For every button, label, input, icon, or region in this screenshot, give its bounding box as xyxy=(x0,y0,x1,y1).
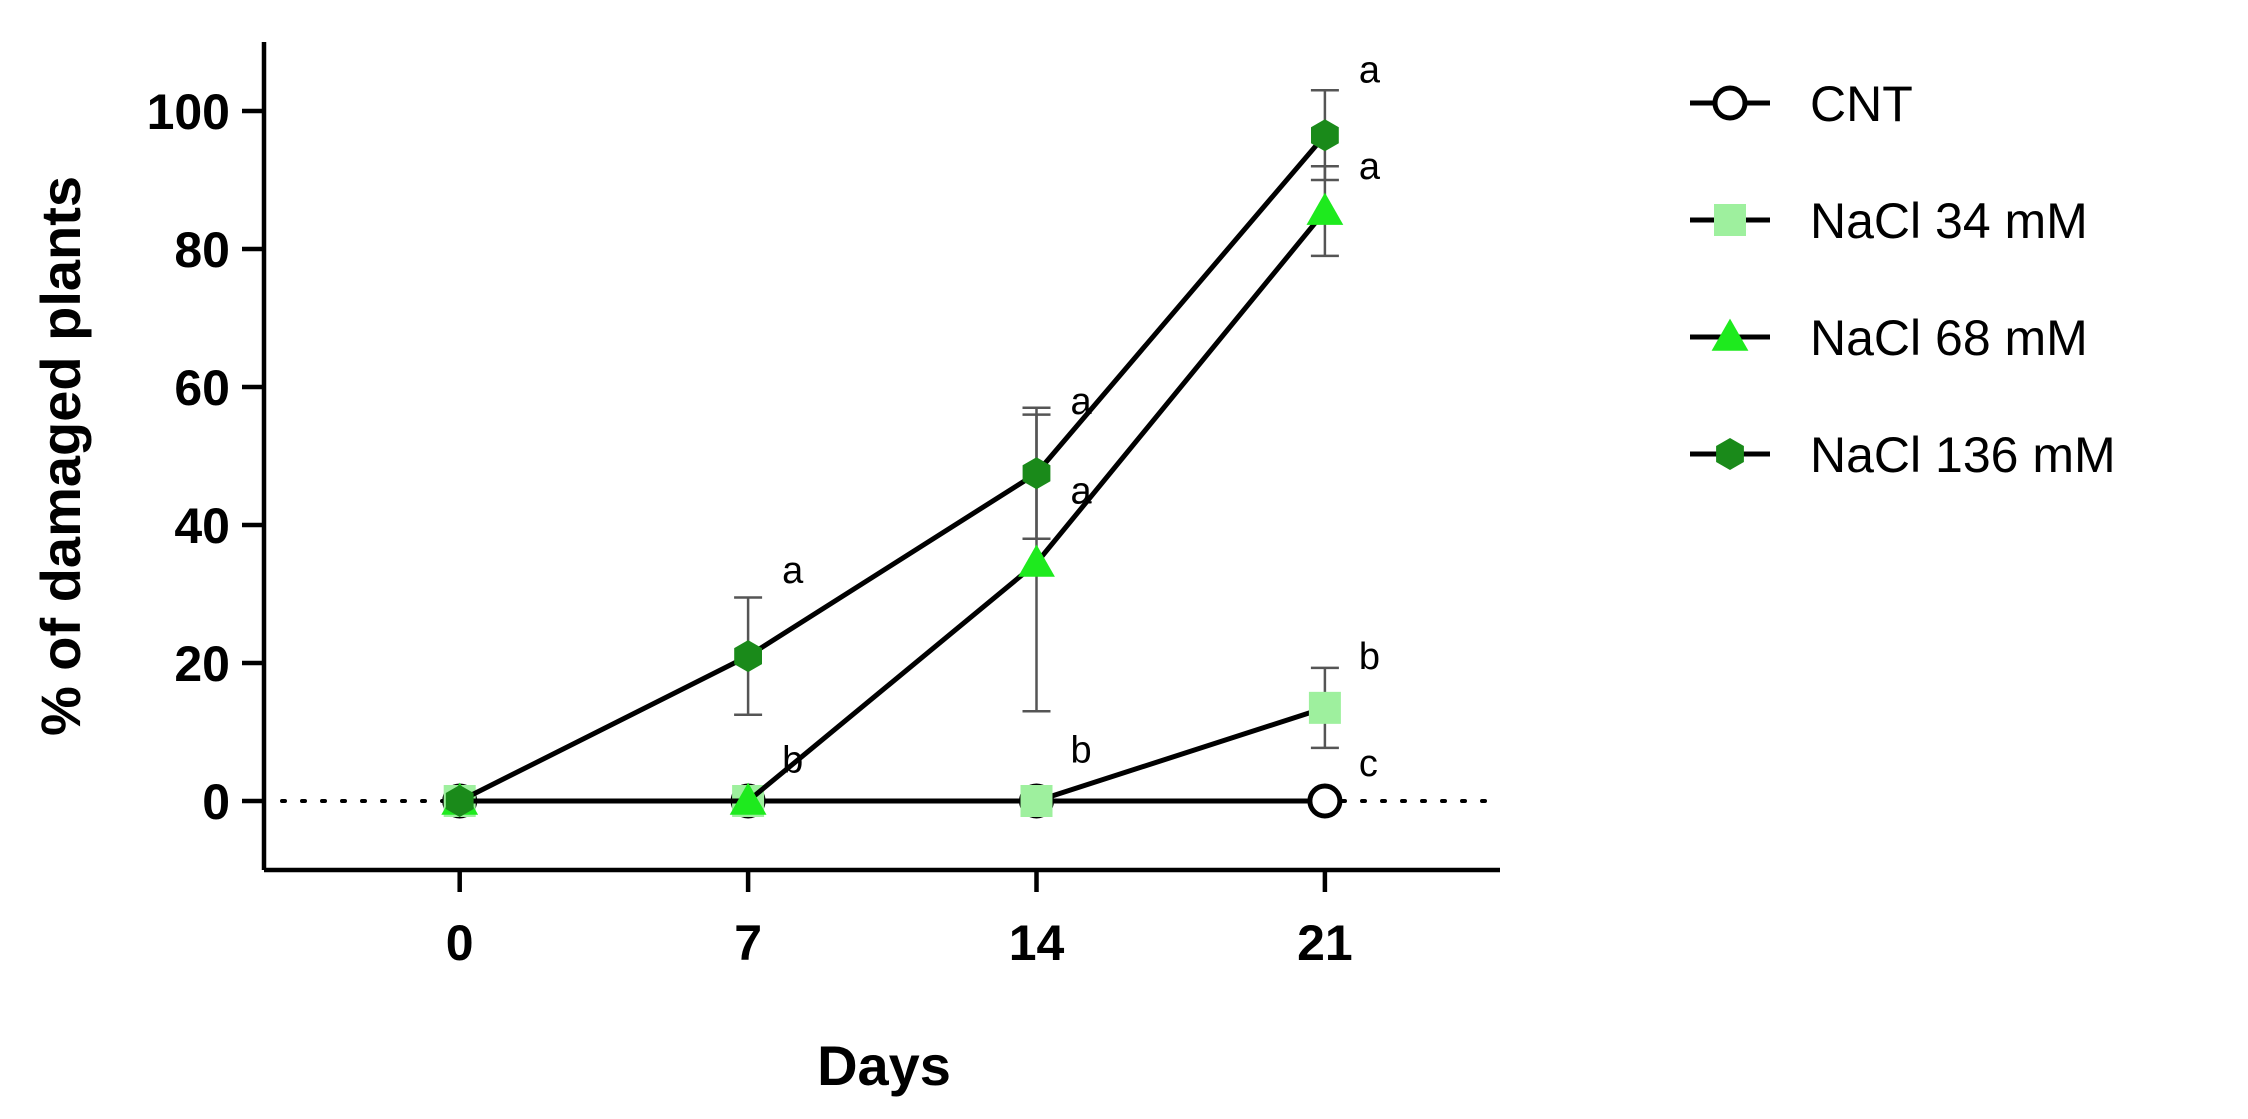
y-tick-label: 100 xyxy=(147,84,230,140)
significance-letter: a xyxy=(782,550,804,592)
legend: CNT NaCl 34 mM NaCl 68 mM NaCl 136 mM xyxy=(1690,76,2116,483)
significance-letter: a xyxy=(1359,146,1381,188)
x-axis-title: Days xyxy=(817,1034,951,1097)
legend-label: CNT xyxy=(1810,76,1913,132)
y-tick-label: 40 xyxy=(174,498,230,554)
y-tick-label: 0 xyxy=(202,774,230,830)
series-layer xyxy=(441,89,1344,819)
data-point xyxy=(734,640,762,673)
y-axis-title: % of damaged plants xyxy=(29,176,92,736)
data-point xyxy=(1311,119,1339,152)
legend-entry: NaCl 136 mM xyxy=(1690,427,2116,483)
series-line xyxy=(458,133,1327,804)
annotation-layer: a b a a b a a b c xyxy=(782,50,1381,785)
significance-letter: a xyxy=(1071,381,1093,423)
legend-marker xyxy=(1714,204,1746,236)
data-point xyxy=(1018,544,1055,577)
x-tick-label: 14 xyxy=(1009,915,1065,971)
x-axis: 0 7 14 21 xyxy=(264,867,1500,971)
legend-entry: NaCl 34 mM xyxy=(1690,193,2088,249)
significance-letter: b xyxy=(1359,636,1380,678)
significance-letter: c xyxy=(1359,743,1378,785)
series-line xyxy=(459,209,1327,804)
data-point xyxy=(1308,691,1341,724)
series-nacl-136-mm xyxy=(445,89,1339,817)
series-line xyxy=(459,705,1326,804)
x-tick-label: 21 xyxy=(1297,915,1353,971)
series-nacl-68-mm xyxy=(441,164,1344,815)
y-axis: 0 20 40 60 80 100 xyxy=(147,42,267,870)
legend-label: NaCl 136 mM xyxy=(1810,427,2116,483)
data-point xyxy=(445,785,474,817)
significance-letter: b xyxy=(782,740,803,782)
x-tick-label: 7 xyxy=(734,915,762,971)
data-point xyxy=(1307,783,1343,819)
data-point xyxy=(1020,785,1053,817)
legend-entry: CNT xyxy=(1690,76,1913,132)
legend-marker xyxy=(1716,438,1744,470)
data-point xyxy=(729,782,767,815)
legend-entry: NaCl 68 mM xyxy=(1690,310,2088,366)
y-tick-label: 80 xyxy=(174,222,230,278)
data-point xyxy=(1022,457,1051,490)
legend-marker xyxy=(1711,318,1749,351)
y-tick-label: 20 xyxy=(174,636,230,692)
legend-label: NaCl 68 mM xyxy=(1810,310,2088,366)
legend-marker xyxy=(1712,85,1748,121)
data-point xyxy=(1306,192,1344,225)
y-tick-label: 60 xyxy=(174,360,230,416)
significance-letter: a xyxy=(1359,50,1381,92)
x-tick-label: 0 xyxy=(446,915,474,971)
significance-letter: a xyxy=(1071,471,1093,513)
significance-letter: b xyxy=(1071,729,1092,771)
legend-label: NaCl 34 mM xyxy=(1810,193,2088,249)
